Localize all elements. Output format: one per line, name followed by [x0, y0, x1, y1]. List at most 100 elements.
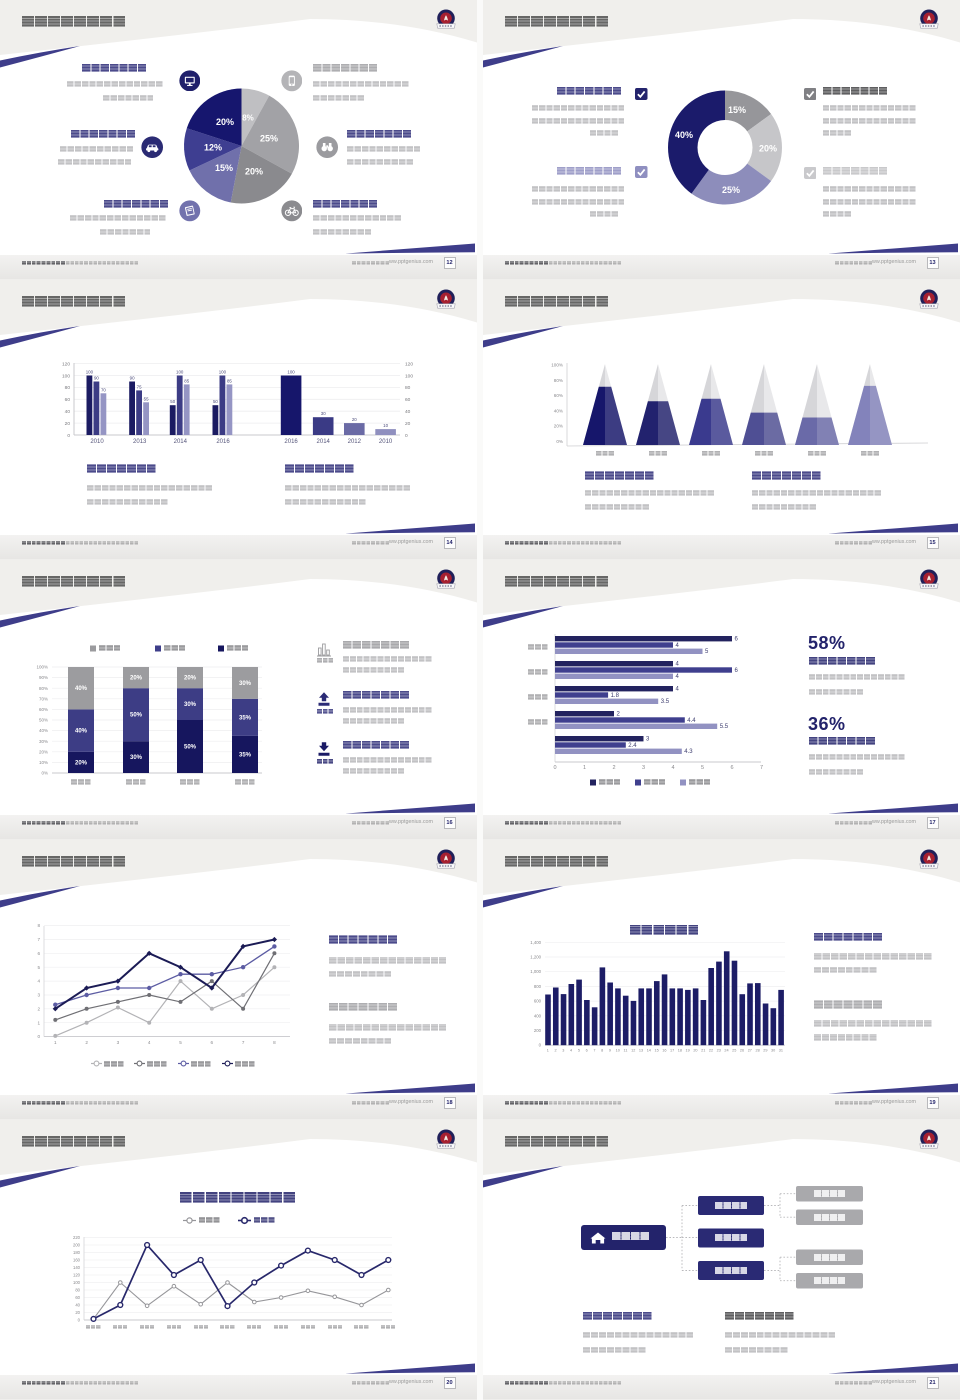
svg-text:2016: 2016	[284, 439, 298, 445]
svg-text:23: 23	[717, 1049, 721, 1053]
svg-text:20%: 20%	[75, 760, 88, 766]
svg-text:20: 20	[693, 1049, 697, 1053]
svg-text:25%: 25%	[260, 134, 278, 144]
svg-text:100%: 100%	[36, 665, 48, 670]
svg-text:7: 7	[37, 937, 40, 942]
svg-text:50%: 50%	[130, 713, 143, 719]
svg-text:20%: 20%	[245, 167, 263, 177]
svg-text:5: 5	[578, 1049, 580, 1053]
svg-text:100: 100	[405, 373, 413, 379]
svg-text:2: 2	[617, 712, 621, 718]
svg-text:8: 8	[37, 923, 40, 928]
svg-text:2013: 2013	[133, 439, 147, 445]
svg-text:0: 0	[553, 765, 556, 771]
svg-text:20: 20	[405, 421, 411, 427]
svg-text:0: 0	[67, 433, 70, 439]
svg-text:4: 4	[676, 674, 680, 680]
svg-text:7: 7	[760, 765, 763, 771]
svg-text:1,200: 1,200	[530, 955, 541, 960]
svg-text:0: 0	[78, 1318, 81, 1323]
svg-text:2: 2	[37, 1006, 40, 1011]
svg-text:40%: 40%	[675, 130, 693, 140]
svg-text:200: 200	[73, 1243, 81, 1248]
svg-text:100%: 100%	[551, 363, 563, 368]
svg-text:160: 160	[73, 1258, 81, 1263]
svg-text:1: 1	[583, 765, 586, 771]
svg-text:100: 100	[287, 370, 295, 375]
svg-text:55: 55	[144, 396, 149, 401]
svg-text:0%: 0%	[556, 439, 563, 444]
svg-text:800: 800	[534, 984, 542, 989]
svg-text:50: 50	[170, 399, 175, 404]
svg-text:15: 15	[654, 1049, 658, 1053]
svg-text:30%: 30%	[184, 702, 197, 708]
svg-text:7: 7	[593, 1049, 595, 1053]
svg-text:2012: 2012	[348, 439, 362, 445]
svg-text:8: 8	[601, 1049, 603, 1053]
svg-text:12%: 12%	[204, 143, 222, 153]
svg-text:2: 2	[555, 1049, 557, 1053]
svg-text:60%: 60%	[39, 707, 48, 712]
svg-text:4: 4	[671, 765, 674, 771]
svg-text:2014: 2014	[174, 439, 188, 445]
svg-text:100: 100	[73, 1280, 81, 1285]
svg-text:1: 1	[37, 1020, 40, 1025]
svg-text:22: 22	[709, 1049, 713, 1053]
svg-text:16: 16	[662, 1049, 666, 1053]
svg-text:60%: 60%	[554, 393, 563, 398]
svg-text:60: 60	[75, 1295, 80, 1300]
svg-text:100: 100	[176, 370, 184, 375]
svg-text:12: 12	[631, 1049, 635, 1053]
svg-text:9: 9	[609, 1049, 611, 1053]
svg-text:6: 6	[586, 1049, 588, 1053]
svg-text:120: 120	[62, 361, 70, 367]
svg-text:35%: 35%	[239, 752, 252, 758]
svg-text:80: 80	[65, 385, 71, 391]
svg-text:3: 3	[642, 765, 645, 771]
svg-text:21: 21	[701, 1049, 705, 1053]
svg-text:3: 3	[37, 993, 40, 998]
svg-text:5.5: 5.5	[720, 724, 729, 730]
svg-text:10%: 10%	[39, 760, 48, 765]
svg-text:80%: 80%	[39, 686, 48, 691]
svg-text:6: 6	[735, 637, 739, 643]
svg-text:6: 6	[37, 951, 40, 956]
svg-text:4: 4	[570, 1049, 572, 1053]
svg-text:19: 19	[686, 1049, 690, 1053]
svg-text:5: 5	[179, 1040, 182, 1045]
svg-text:2014: 2014	[317, 439, 331, 445]
svg-text:50: 50	[213, 399, 218, 404]
svg-text:180: 180	[73, 1250, 81, 1255]
svg-text:140: 140	[73, 1265, 81, 1270]
svg-text:80: 80	[75, 1288, 80, 1293]
svg-text:5: 5	[37, 965, 40, 970]
svg-text:20: 20	[352, 417, 357, 422]
svg-text:3: 3	[646, 737, 650, 743]
svg-text:50%: 50%	[39, 718, 48, 723]
svg-text:15%: 15%	[728, 105, 746, 115]
svg-text:2: 2	[612, 765, 615, 771]
svg-text:4: 4	[148, 1040, 151, 1045]
svg-text:20%: 20%	[216, 117, 234, 127]
svg-text:7: 7	[242, 1040, 245, 1045]
svg-text:2.4: 2.4	[628, 743, 637, 749]
svg-text:60: 60	[65, 397, 71, 403]
svg-text:26: 26	[740, 1049, 744, 1053]
svg-text:85: 85	[184, 378, 189, 383]
svg-text:30%: 30%	[239, 681, 252, 687]
svg-text:120: 120	[73, 1273, 81, 1278]
svg-text:30: 30	[771, 1049, 775, 1053]
svg-text:8%: 8%	[242, 114, 254, 123]
svg-text:40%: 40%	[75, 686, 88, 692]
svg-text:3: 3	[117, 1040, 120, 1045]
svg-text:25%: 25%	[722, 185, 740, 195]
svg-text:40%: 40%	[554, 408, 563, 413]
svg-text:27: 27	[748, 1049, 752, 1053]
svg-text:30%: 30%	[39, 739, 48, 744]
svg-text:30: 30	[321, 411, 326, 416]
svg-text:28: 28	[755, 1049, 759, 1053]
svg-text:20%: 20%	[39, 749, 48, 754]
svg-text:4.3: 4.3	[684, 749, 693, 755]
svg-text:18: 18	[678, 1049, 682, 1053]
svg-text:80%: 80%	[554, 378, 563, 383]
